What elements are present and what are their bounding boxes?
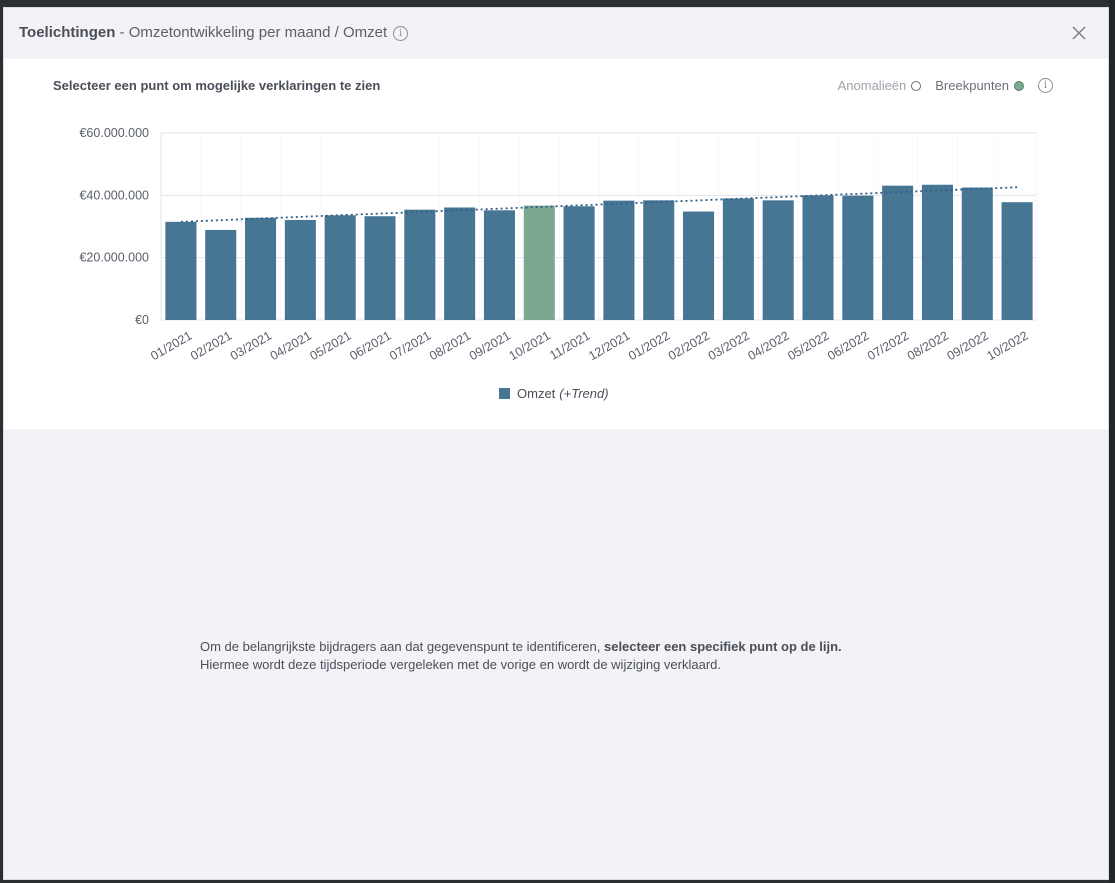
chart-toggles: Anomalieën Breekpunten i [824, 78, 1053, 93]
close-button[interactable] [1070, 24, 1088, 42]
x-tick-label: 03/2021 [228, 328, 274, 363]
anomalies-radio-icon [911, 80, 922, 91]
dialog-title: Toelichtingen - Omzetontwikkeling per ma… [19, 24, 409, 41]
chart-info-icon[interactable]: i [1038, 78, 1053, 93]
x-tick-label: 04/2021 [268, 328, 314, 363]
x-tick-label: 07/2022 [865, 328, 911, 363]
bar-03-2021[interactable] [245, 217, 277, 320]
y-tick-label: €60.000.000 [79, 126, 149, 140]
info-icon[interactable]: i [393, 26, 409, 41]
x-tick-label: 08/2022 [905, 328, 951, 363]
x-tick-label: 09/2021 [467, 328, 513, 363]
chart-panel: Selecteer een punt om mogelijke verklari… [4, 59, 1108, 429]
dialog-header: Toelichtingen - Omzetontwikkeling per ma… [4, 8, 1108, 59]
bar-01-2022[interactable] [643, 200, 675, 320]
bar-07-2021[interactable] [404, 209, 436, 320]
dialog-title-rest: - Omzetontwikkeling per maand / Omzet [115, 24, 388, 41]
bar-02-2022[interactable] [683, 211, 715, 320]
breakpoints-toggle[interactable]: Breekpunten [935, 78, 1024, 93]
x-tick-label: 05/2021 [308, 328, 354, 363]
bar-11-2021[interactable] [563, 206, 595, 320]
anomalies-toggle[interactable]: Anomalieën [838, 78, 922, 93]
bar-07-2022[interactable] [882, 185, 914, 320]
empty-state-line-1: Om de belangrijkste bijdragers aan dat g… [200, 638, 842, 656]
bar-09-2021[interactable] [483, 210, 515, 320]
revenue-bar-chart: €0 €20.000.000 €40.000.000 €60.000.000 01/20… [79, 126, 1038, 363]
x-tick-label: 03/2022 [706, 328, 752, 363]
close-icon [1072, 26, 1086, 40]
bar-01-2021[interactable] [165, 221, 197, 320]
bar-08-2021[interactable] [444, 207, 476, 320]
x-tick-label: 07/2021 [387, 328, 433, 363]
breakpoints-label: Breekpunten [935, 78, 1009, 93]
x-tick-label: 11/2021 [547, 328, 592, 362]
empty-state-line-1-prefix: Om de belangrijkste bijdragers aan dat g… [200, 639, 604, 654]
empty-state-line-2: Hiermee wordt deze tijdsperiode vergelek… [200, 657, 721, 672]
bar-05-2022[interactable] [802, 195, 834, 320]
legend-swatch [499, 388, 510, 399]
bar-04-2021[interactable] [284, 219, 316, 320]
bar-03-2022[interactable] [722, 198, 754, 320]
x-tick-label: 02/2022 [666, 328, 712, 363]
legend-series-name: Omzet [517, 386, 556, 401]
y-tick-label: €20.000.000 [79, 251, 149, 265]
bar-08-2022[interactable] [921, 184, 953, 320]
bar-06-2021[interactable] [364, 216, 396, 320]
x-tick-label: 10/2022 [984, 328, 1030, 363]
bar-12-2021[interactable] [603, 200, 635, 320]
x-tick-label: 05/2022 [785, 328, 831, 363]
bar-10-2022[interactable] [1001, 202, 1033, 320]
x-tick-label: 12/2021 [586, 328, 632, 363]
x-tick-label: 02/2021 [188, 328, 234, 363]
anomalies-label: Anomalieën [837, 78, 907, 93]
explanations-dialog: Toelichtingen - Omzetontwikkeling per ma… [3, 7, 1109, 880]
chart-instruction: Selecteer een punt om mogelijke verklari… [53, 78, 381, 93]
window-edge [1109, 0, 1115, 883]
bar-09-2022[interactable] [961, 187, 993, 320]
bar-02-2021[interactable] [205, 229, 237, 320]
bar-04-2022[interactable] [762, 200, 794, 320]
empty-state-line-1-bold: selecteer een specifiek punt op de lijn. [603, 639, 842, 654]
x-tick-label: 01/2021 [148, 328, 194, 363]
bar-06-2022[interactable] [842, 195, 874, 320]
empty-state-message: Om de belangrijkste bijdragers aan dat g… [200, 638, 842, 674]
breakpoints-radio-icon [1014, 80, 1024, 91]
y-tick-label: €40.000.000 [79, 188, 149, 202]
x-tick-label: 01/2022 [626, 328, 672, 363]
x-tick-label: 08/2021 [427, 328, 473, 363]
x-tick-label: 06/2022 [825, 328, 871, 363]
bar-10-2021[interactable] [523, 205, 555, 320]
x-tick-label: 06/2021 [347, 328, 393, 363]
legend-trend-label: (+Trend) [559, 386, 609, 401]
x-tick-label: 10/2021 [507, 328, 553, 363]
chart-legend[interactable]: Omzet (+Trend) [499, 386, 609, 401]
x-tick-label: 04/2022 [746, 328, 792, 363]
bar-05-2021[interactable] [324, 215, 356, 320]
y-tick-label: €0 [135, 313, 149, 327]
dialog-title-strong: Toelichtingen [19, 24, 116, 41]
x-tick-label: 09/2022 [945, 328, 991, 363]
